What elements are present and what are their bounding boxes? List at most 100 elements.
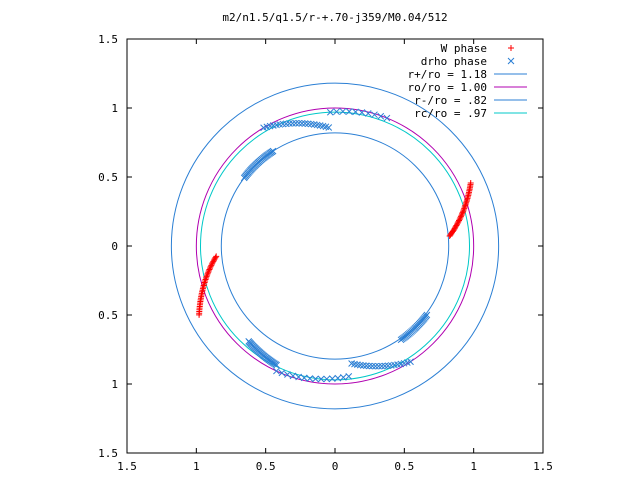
data-point xyxy=(211,257,218,264)
data-point xyxy=(339,108,347,115)
data-point xyxy=(456,217,463,224)
legend-label: r+/ro = 1.18 xyxy=(408,68,487,81)
data-point xyxy=(326,108,334,116)
data-point xyxy=(455,218,462,225)
scatter-points xyxy=(196,108,474,383)
data-point xyxy=(260,124,267,132)
y-tick-label: 0.5 xyxy=(98,171,118,184)
data-point xyxy=(204,272,211,279)
x-tick-label: 0 xyxy=(332,460,339,473)
x-tick-label: 1.5 xyxy=(533,460,553,473)
circle-curve xyxy=(195,107,475,385)
data-point xyxy=(457,213,464,220)
y-tick-label: 0.5 xyxy=(98,309,118,322)
data-point xyxy=(295,373,302,381)
data-point xyxy=(208,262,215,269)
y-tick-label: 1.5 xyxy=(98,447,118,460)
data-point xyxy=(334,374,342,382)
legend-marker-sample xyxy=(508,45,514,51)
x-tick-label: 1.5 xyxy=(117,460,137,473)
circle-curve xyxy=(220,132,450,360)
data-point xyxy=(207,263,214,270)
data-point xyxy=(454,220,461,227)
data-point xyxy=(339,374,347,381)
data-point xyxy=(298,120,306,127)
data-point xyxy=(333,108,340,116)
data-point xyxy=(459,209,466,216)
y-tick-label: 1 xyxy=(111,102,118,115)
x-tick-label: 0.5 xyxy=(256,460,276,473)
data-point xyxy=(306,375,314,382)
data-point xyxy=(454,221,461,228)
data-point xyxy=(457,214,464,221)
data-point xyxy=(301,120,309,127)
legend-label: r-/ro = .82 xyxy=(414,94,487,107)
data-point xyxy=(383,114,391,122)
y-tick-label: 1 xyxy=(111,378,118,391)
data-point xyxy=(352,108,359,116)
data-point xyxy=(345,108,353,115)
legend-label: rc/ro = .97 xyxy=(414,107,487,120)
data-point xyxy=(207,265,214,272)
data-point xyxy=(211,255,218,262)
data-point xyxy=(365,362,373,370)
data-point xyxy=(273,367,280,375)
data-point xyxy=(273,361,280,369)
data-point xyxy=(284,371,291,378)
data-point xyxy=(345,373,353,380)
data-point xyxy=(206,266,213,273)
data-point xyxy=(213,253,220,260)
legend-marker-sample xyxy=(507,57,515,65)
data-point xyxy=(458,212,465,219)
data-point xyxy=(240,174,248,182)
legend-label: W phase xyxy=(441,42,487,55)
data-point xyxy=(375,362,382,370)
data-point xyxy=(203,275,210,282)
x-tick-label: 1 xyxy=(193,460,200,473)
data-point xyxy=(456,216,463,223)
data-point xyxy=(364,110,372,117)
data-point xyxy=(358,109,366,116)
data-point xyxy=(278,369,286,377)
data-point xyxy=(208,261,215,268)
data-point xyxy=(203,273,210,280)
data-point xyxy=(371,111,378,119)
data-point xyxy=(317,375,325,383)
data-point xyxy=(205,267,212,274)
data-point xyxy=(362,362,370,370)
data-point xyxy=(210,258,217,265)
circle-curve xyxy=(199,111,471,381)
data-point xyxy=(378,362,386,370)
data-point xyxy=(323,375,331,383)
data-point xyxy=(205,269,212,276)
legend-label: drho phase xyxy=(421,55,487,68)
data-point xyxy=(460,208,467,215)
data-point xyxy=(467,180,474,187)
data-point xyxy=(204,270,211,277)
data-point xyxy=(377,112,385,120)
data-point xyxy=(369,362,376,370)
data-point xyxy=(461,205,468,212)
y-tick-label: 1.5 xyxy=(98,33,118,46)
data-point xyxy=(459,210,466,217)
circle-curves xyxy=(170,82,500,410)
data-point xyxy=(286,120,293,127)
data-point xyxy=(295,119,303,127)
data-point xyxy=(328,375,336,383)
data-point xyxy=(212,254,219,261)
x-tick-label: 1 xyxy=(470,460,477,473)
data-point xyxy=(289,372,297,380)
axis-ticks: 1.5 1 0.5 0 0.5 1 1.51.510.500.511.5 xyxy=(98,33,553,473)
data-point xyxy=(209,259,216,266)
data-point xyxy=(196,311,203,318)
x-tick-label: 0.5 xyxy=(394,460,414,473)
data-point xyxy=(289,119,296,127)
legend-label: ro/ro = 1.00 xyxy=(408,81,487,94)
data-point xyxy=(460,206,467,213)
data-point xyxy=(372,362,379,370)
data-point xyxy=(381,362,389,370)
data-point xyxy=(292,119,300,127)
data-point xyxy=(423,311,431,319)
